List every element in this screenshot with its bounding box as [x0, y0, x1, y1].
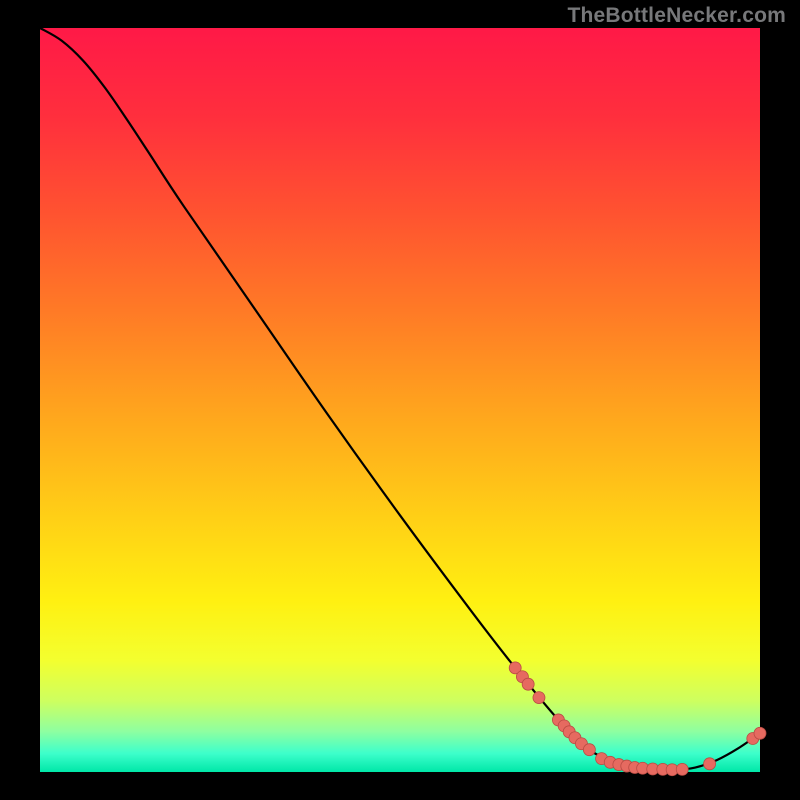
chart-svg: [0, 0, 800, 800]
curve-marker: [522, 678, 534, 690]
curve-marker: [704, 758, 716, 770]
curve-marker: [676, 763, 688, 775]
plot-background: [40, 28, 760, 772]
curve-marker: [583, 744, 595, 756]
curve-marker: [754, 727, 766, 739]
curve-marker: [533, 692, 545, 704]
chart-container: TheBottleNecker.com: [0, 0, 800, 800]
